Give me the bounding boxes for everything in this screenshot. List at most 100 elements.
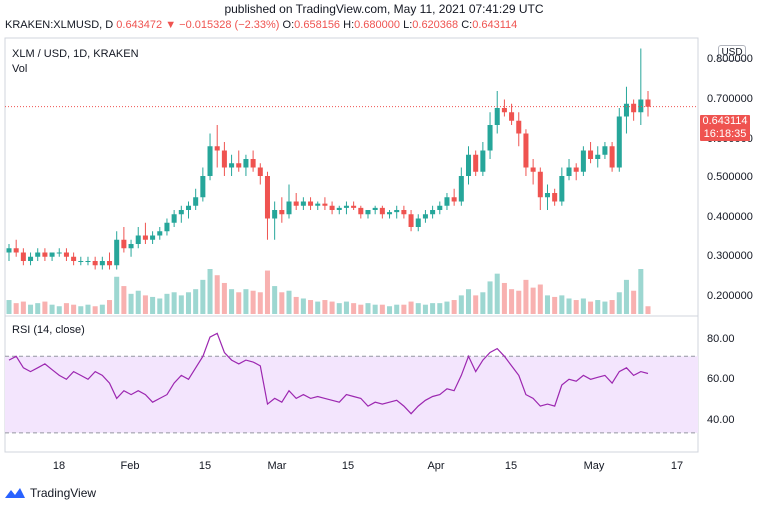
volume-bar [193, 289, 199, 314]
candle-body [394, 210, 400, 213]
candle-body [13, 248, 19, 253]
volume-bar [308, 300, 314, 314]
candle-body [207, 146, 213, 176]
volume-bar [451, 300, 457, 314]
volume-bar [602, 301, 608, 314]
candle-body [200, 176, 206, 198]
brand-name: TradingView [30, 486, 97, 500]
y-tick: 0.400000 [707, 211, 753, 223]
candle-body [49, 252, 55, 257]
volume-bar [171, 292, 177, 314]
volume-bar [552, 296, 558, 314]
high-label: H: [343, 19, 355, 31]
candle-body [372, 207, 378, 210]
published-caption: published on TradingView.com, May 11, 20… [224, 2, 544, 16]
y-tick: 0.700000 [707, 93, 753, 105]
candle-body [623, 103, 629, 117]
currency-button[interactable]: USD [718, 45, 746, 61]
candle-body [135, 235, 141, 244]
volume-bar [401, 304, 407, 314]
open-label: O: [282, 19, 295, 31]
volume-bar [422, 304, 428, 314]
candle-body [595, 154, 601, 159]
tradingview-logo[interactable]: TradingView [4, 486, 96, 500]
candle-body [178, 210, 184, 215]
volume-bar [408, 301, 414, 314]
candle-body [451, 197, 457, 202]
x-tick: Apr [427, 460, 445, 472]
volume-bar [315, 301, 321, 314]
candle-body [142, 235, 148, 240]
volume-bar [207, 269, 213, 314]
candle-body [365, 210, 371, 215]
volume-bar [6, 300, 12, 314]
volume-bar [537, 284, 543, 314]
volume-bar [516, 290, 522, 314]
tradingview-icon [5, 488, 25, 498]
candle-body [379, 207, 385, 215]
volume-bar [329, 301, 335, 314]
volume-bar [588, 301, 594, 314]
candle-body [401, 210, 407, 215]
volume-bar [523, 279, 529, 314]
volume-bar [293, 296, 299, 314]
x-tick: May [583, 460, 605, 472]
candle-body [494, 108, 500, 125]
volume-bar [250, 290, 256, 314]
candle-body [537, 171, 543, 198]
volume-bar [387, 306, 393, 314]
candle-body [480, 150, 486, 172]
volume-bar [121, 286, 127, 314]
volume-bar [142, 295, 148, 314]
candle-body [250, 159, 256, 168]
volume-bar [595, 300, 601, 314]
candle-body [300, 201, 306, 206]
volume-bar [322, 300, 328, 314]
candle-body [616, 116, 622, 168]
candle-body [422, 214, 428, 219]
candle-body [631, 103, 637, 113]
volume-bar [157, 298, 163, 314]
volume-bar [78, 306, 84, 314]
volume-bar [379, 304, 385, 314]
volume-bar [430, 303, 436, 314]
volume-bar [566, 298, 572, 314]
candle-body [264, 176, 270, 219]
volume-bar [494, 273, 500, 314]
volume-bar [114, 276, 120, 314]
candle-body [509, 112, 515, 121]
volume-bar [135, 290, 141, 314]
candle-body [128, 244, 134, 249]
candle-body [458, 176, 464, 202]
candle-body [20, 252, 26, 261]
volume-bar [631, 290, 637, 314]
candle-body [329, 205, 335, 210]
last-price-tag-value: 0.643114 [702, 115, 748, 127]
rsi-tick: 60.00 [707, 373, 735, 385]
candle-body [107, 261, 113, 266]
volume-bar [286, 290, 292, 314]
candle-body [566, 167, 572, 176]
y-tick: 0.200000 [707, 290, 753, 302]
x-tick: 17 [670, 460, 684, 472]
x-tick: 15 [504, 460, 518, 472]
volume-bar [229, 289, 235, 314]
candle-body [85, 261, 91, 262]
open-value: 0.658156 [294, 19, 341, 31]
volume-bar [437, 303, 443, 314]
volume-bar [573, 300, 579, 314]
candle-body [164, 222, 170, 232]
candle-body [530, 167, 536, 172]
candle-body [645, 99, 651, 107]
volume-bar [13, 303, 19, 314]
candle-body [343, 205, 349, 208]
candle-body [588, 150, 594, 159]
volume-bar [35, 303, 41, 314]
volume-bar [444, 301, 450, 314]
volume-bar [343, 301, 349, 314]
volume-bar [92, 306, 98, 314]
close-value: 0.643114 [472, 19, 518, 31]
candle-body [114, 239, 120, 266]
volume-bar [164, 293, 170, 314]
